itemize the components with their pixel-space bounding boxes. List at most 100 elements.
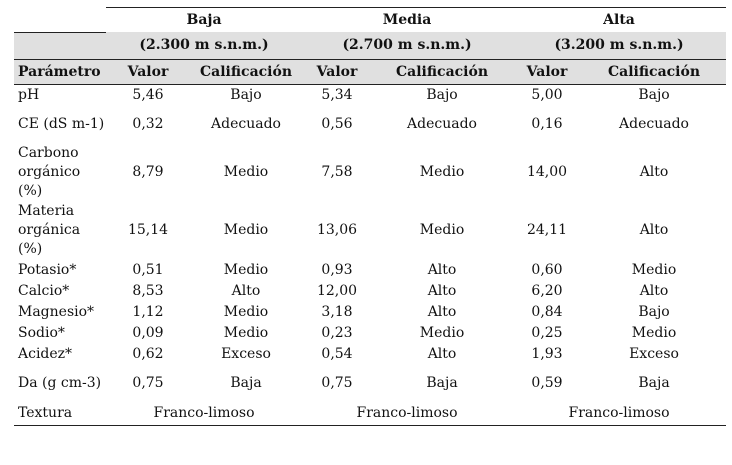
rating-cell: Baja (230, 375, 262, 391)
value-cell: 0,23 (321, 324, 353, 341)
value-cell: 5,00 (531, 86, 563, 103)
zone-media-altitude: (2.700 m s.n.m.) (302, 32, 513, 59)
table-row: Da (g cm-3) 0,75 Baja 0,75 Baja 0,59 Baj… (14, 365, 726, 403)
rating-cell: Alto (427, 261, 457, 278)
value-cell: 8,53 (132, 282, 164, 299)
rating-cell: Alto (231, 282, 261, 299)
rating-cell: Adecuado (407, 116, 477, 132)
altitude-row: (2.300 m s.n.m.) (2.700 m s.n.m.) (3.200… (14, 32, 727, 59)
rating-cell: Alto (639, 164, 669, 180)
parameter-header: Parámetro (14, 58, 106, 85)
blank-altitude-cell (14, 32, 106, 59)
rating-cell: Baja (426, 375, 458, 391)
value-cell: 0,09 (132, 324, 164, 341)
value-cell: 1,12 (132, 303, 164, 320)
column-header-row: Parámetro Valor Calificación Valor Calif… (14, 58, 727, 85)
rating-cell: Alto (639, 282, 669, 299)
rating-cell: Adecuado (619, 116, 689, 132)
table-row: Carbono orgánico (%) 8,79 Medio 7,58 Med… (14, 144, 726, 202)
rating-cell: Medio (223, 164, 269, 180)
rating-cell: Alto (427, 345, 457, 362)
rating-cell: Alto (639, 222, 669, 238)
zone-media-header: Media (302, 7, 513, 32)
value-cell: 0,75 (321, 375, 353, 391)
value-cell: 0,32 (132, 116, 164, 132)
table-row: CE (dS m-1) 0,32 Adecuado 0,56 Adecuado … (14, 106, 726, 144)
value-cell: 5,46 (132, 86, 164, 103)
param-cell: Da (g cm-3) (18, 375, 102, 391)
table-row: Calcio* 8,53 Alto 12,00 Alto 6,20 Alto (14, 281, 726, 302)
value-cell: 3,18 (321, 303, 353, 320)
param-cell: Magnesio* (18, 303, 95, 320)
value-cell: 24,11 (526, 222, 568, 238)
zone-alta-header: Alta (512, 7, 727, 32)
rating-cell: Exceso (221, 345, 271, 362)
rating-cell: Medio (419, 324, 465, 341)
table-row: Magnesio* 1,12 Medio 3,18 Alto 0,84 Bajo (14, 302, 726, 323)
soil-table-container: Baja Media Alta (2.300 m s.n.m.) (2.700 … (14, 7, 727, 426)
media-value-header: Valor (302, 58, 373, 85)
rating-cell: Bajo (638, 303, 670, 320)
texture-alta-cell: Franco-limoso (512, 402, 727, 426)
value-cell: 0,75 (132, 375, 164, 391)
zone-baja-header: Baja (106, 7, 303, 32)
rating-cell: Adecuado (211, 116, 281, 132)
texture-row: Textura Franco-limoso Franco-limoso Fran… (14, 402, 727, 426)
param-cell: Materia orgánica (%) (18, 203, 81, 257)
value-cell: 6,20 (531, 282, 563, 299)
param-cell: Calcio* (18, 282, 70, 299)
param-cell: CE (dS m-1) (18, 116, 105, 132)
texture-media-cell: Franco-limoso (302, 402, 513, 426)
table-row: Potasio* 0,51 Medio 0,93 Alto 0,60 Medio (14, 260, 726, 281)
rating-cell: Bajo (638, 86, 670, 103)
alta-value-header: Valor (512, 58, 583, 85)
media-rating-header: Calificación (372, 58, 513, 85)
param-cell: Potasio* (18, 261, 77, 278)
value-cell: 0,93 (321, 261, 353, 278)
value-cell: 13,06 (316, 222, 358, 238)
value-cell: 12,00 (316, 282, 358, 299)
value-cell: 7,58 (321, 164, 353, 180)
rating-cell: Medio (419, 222, 465, 238)
param-cell: Carbono orgánico (%) (18, 145, 81, 199)
table-row: pH 5,46 Bajo 5,34 Bajo 5,00 Bajo (14, 84, 726, 106)
rating-cell: Medio (631, 324, 677, 341)
rating-cell: Medio (419, 164, 465, 180)
rating-cell: Baja (638, 375, 670, 391)
baja-rating-header: Calificación (190, 58, 303, 85)
baja-value-header: Valor (106, 58, 190, 85)
value-cell: 0,51 (132, 261, 164, 278)
texture-baja-cell: Franco-limoso (106, 402, 303, 426)
rating-cell: Bajo (426, 86, 458, 103)
param-cell: Sodio* (18, 324, 65, 341)
param-cell: pH (18, 86, 40, 103)
rating-cell: Medio (223, 324, 269, 341)
zone-baja-altitude: (2.300 m s.n.m.) (106, 32, 303, 59)
rating-cell: Medio (631, 261, 677, 278)
blank-corner (14, 7, 106, 33)
rating-cell: Medio (223, 261, 269, 278)
rating-cell: Bajo (230, 86, 262, 103)
zone-alta-altitude: (3.200 m s.n.m.) (512, 32, 727, 59)
value-cell: 0,56 (321, 116, 353, 132)
soil-parameters-table: Baja Media Alta (2.300 m s.n.m.) (2.700 … (14, 7, 727, 426)
rating-cell: Medio (223, 303, 269, 320)
texture-param-cell: Textura (14, 402, 106, 426)
value-cell: 0,59 (531, 375, 563, 391)
value-cell: 0,62 (132, 345, 164, 362)
value-cell: 15,14 (127, 222, 169, 238)
value-cell: 1,93 (531, 345, 563, 362)
value-cell: 5,34 (321, 86, 353, 103)
value-cell: 0,84 (531, 303, 563, 320)
table-row: Sodio* 0,09 Medio 0,23 Medio 0,25 Medio (14, 323, 726, 344)
rating-cell: Alto (427, 282, 457, 299)
value-cell: 0,60 (531, 261, 563, 278)
alta-rating-header: Calificación (582, 58, 727, 85)
value-cell: 0,25 (531, 324, 563, 341)
value-cell: 0,54 (321, 345, 353, 362)
value-cell: 0,16 (531, 116, 563, 132)
rating-cell: Exceso (629, 345, 679, 362)
rating-cell: Medio (223, 222, 269, 238)
rating-cell: Alto (427, 303, 457, 320)
table-row: Materia orgánica (%) 15,14 Medio 13,06 M… (14, 202, 726, 260)
